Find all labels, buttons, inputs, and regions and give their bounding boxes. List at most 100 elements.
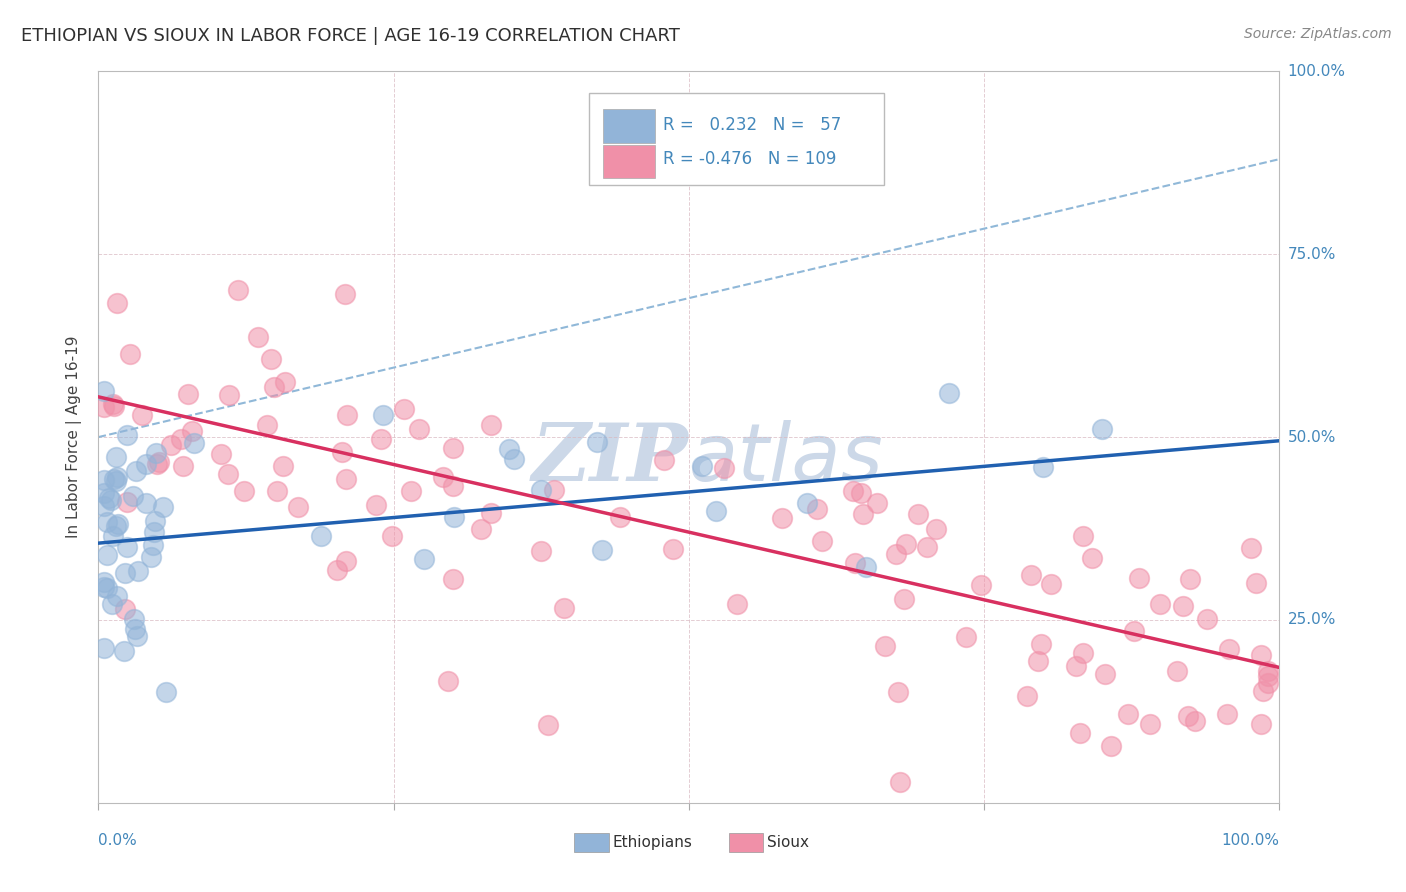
Point (1195, 612, 1218, 626)
Point (93, 641, 115, 656)
FancyBboxPatch shape (603, 145, 655, 178)
Point (93, 473, 115, 487)
Point (725, 597, 748, 611)
Point (704, 504, 727, 518)
Point (93, 486, 115, 500)
Point (1149, 597, 1171, 611)
Point (1177, 708, 1199, 723)
Point (1184, 714, 1206, 728)
Point (172, 459, 194, 474)
Point (844, 556, 866, 570)
Point (247, 330, 270, 344)
Point (125, 464, 148, 478)
Point (256, 418, 278, 433)
Point (1039, 577, 1062, 591)
Point (1257, 665, 1279, 679)
Point (713, 460, 735, 475)
Point (436, 674, 458, 689)
Point (115, 540, 138, 554)
FancyBboxPatch shape (575, 833, 609, 852)
Point (366, 498, 388, 512)
Text: 25.0%: 25.0% (1288, 613, 1336, 627)
Point (915, 540, 938, 554)
Text: Sioux: Sioux (766, 835, 808, 850)
Point (441, 442, 464, 456)
Point (103, 399, 125, 413)
Point (1250, 648, 1272, 662)
Point (105, 519, 128, 533)
Point (401, 484, 423, 499)
Point (155, 684, 177, 698)
Point (142, 538, 165, 552)
Point (274, 375, 297, 389)
Point (770, 510, 793, 524)
Text: 0.0%: 0.0% (98, 833, 138, 848)
Text: ETHIOPIAN VS SIOUX IN LABOR FORCE | AGE 16-19 CORRELATION CHART: ETHIOPIAN VS SIOUX IN LABOR FORCE | AGE … (21, 27, 681, 45)
Point (690, 458, 713, 473)
Point (553, 601, 575, 615)
Point (146, 457, 169, 471)
Point (806, 501, 828, 516)
Point (894, 536, 917, 550)
Point (209, 447, 232, 461)
Point (498, 442, 520, 457)
Point (412, 552, 434, 566)
Point (886, 547, 908, 561)
Point (159, 437, 181, 451)
Text: Ethiopians: Ethiopians (612, 835, 692, 850)
Point (335, 472, 357, 486)
Point (1029, 637, 1052, 651)
Point (1128, 571, 1150, 585)
Point (530, 543, 553, 558)
Point (131, 408, 153, 422)
Text: ZIP: ZIP (531, 420, 689, 498)
Point (176, 387, 198, 401)
Point (1244, 576, 1267, 591)
Point (849, 486, 872, 500)
Point (432, 470, 454, 484)
Point (93, 400, 115, 414)
Point (114, 566, 136, 580)
Point (103, 472, 125, 486)
Point (93, 574, 115, 589)
Point (502, 451, 524, 466)
Text: R = -0.476   N = 109: R = -0.476 N = 109 (664, 150, 837, 168)
Point (330, 445, 353, 459)
Point (139, 549, 162, 564)
Point (530, 483, 553, 498)
Point (117, 428, 139, 442)
Point (127, 629, 149, 643)
Point (370, 432, 392, 446)
Point (124, 623, 146, 637)
Point (218, 387, 240, 401)
Point (1028, 654, 1050, 668)
Point (105, 589, 128, 603)
FancyBboxPatch shape (603, 110, 655, 143)
Point (115, 495, 138, 509)
Point (93, 580, 115, 594)
Point (1178, 572, 1201, 586)
Point (287, 500, 309, 515)
Point (114, 602, 136, 616)
Point (93, 500, 115, 514)
Point (1032, 459, 1054, 474)
Point (1066, 659, 1088, 673)
Point (373, 409, 395, 423)
Point (326, 563, 349, 577)
Point (127, 564, 149, 578)
Point (889, 775, 911, 789)
Point (1257, 669, 1279, 683)
Point (143, 514, 166, 528)
Point (101, 397, 124, 411)
Point (103, 529, 125, 543)
Point (955, 631, 977, 645)
Point (842, 484, 865, 499)
Point (104, 450, 127, 464)
Point (135, 457, 157, 471)
Point (1116, 707, 1139, 722)
Point (96, 548, 118, 562)
FancyBboxPatch shape (589, 94, 884, 185)
Point (470, 522, 492, 536)
Point (381, 529, 404, 543)
Point (907, 507, 929, 521)
